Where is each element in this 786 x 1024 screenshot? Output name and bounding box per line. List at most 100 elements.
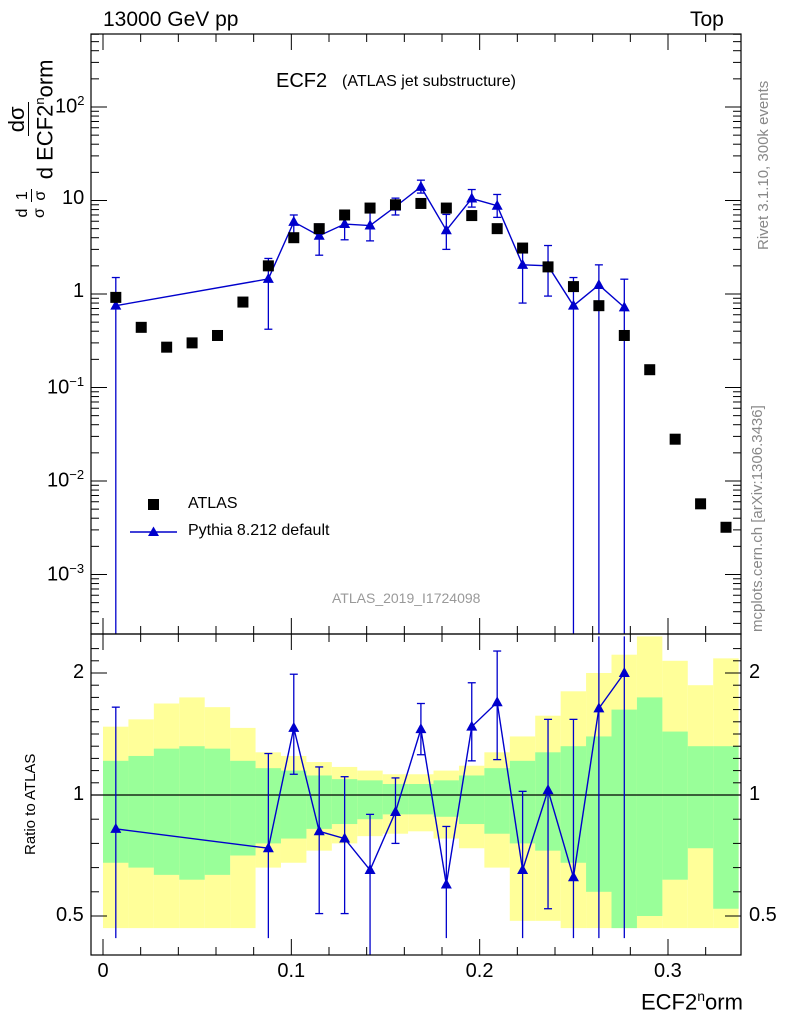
atlas-point <box>644 364 656 376</box>
main-y-tick-label: 10−2 <box>47 467 84 493</box>
legend-label-atlas: ATLAS <box>188 495 238 512</box>
ratio-y-tick-label-right: 0.5 <box>749 904 777 926</box>
main-y-tick-base: 10 <box>47 563 70 586</box>
energy-label: 13000 GeV pp <box>103 8 239 31</box>
ratio-point <box>618 667 630 677</box>
atlas-point <box>212 329 224 341</box>
ratio-point <box>313 825 325 836</box>
band-inner-bin <box>280 770 307 839</box>
atlas-point <box>389 199 401 211</box>
atlas-point <box>364 202 376 214</box>
ratio-point <box>288 721 300 732</box>
main-y-tick-base: 1 <box>73 280 85 302</box>
main-y-tick-label: 1 <box>73 280 84 303</box>
main-y-tick-base: 10 <box>62 186 85 209</box>
atlas-point <box>135 321 147 333</box>
atlas-point <box>237 296 249 308</box>
ratio-point <box>567 871 579 882</box>
ratio-point <box>339 832 351 843</box>
band-inner-bin <box>662 731 688 880</box>
band-inner-bin <box>230 760 256 856</box>
main-y-tick-base: 10 <box>47 469 70 492</box>
band-inner-bin <box>204 748 231 875</box>
side-label-mcplots: mcplots.cern.ch [arXiv:1306.3436] <box>749 405 766 632</box>
ratio-series-group <box>110 636 630 955</box>
analysis-id: ATLAS_2019_I1724098 <box>332 590 481 606</box>
atlas-point <box>567 281 579 293</box>
plot-subtitle: (ATLAS jet substructure) <box>342 73 516 90</box>
band-inner-bin <box>357 780 383 820</box>
main-y-tick-label: 102 <box>55 93 84 119</box>
pythia-point <box>288 215 300 226</box>
atlas-point <box>695 498 707 510</box>
ratio-point <box>262 842 274 853</box>
ratio-point <box>415 723 427 734</box>
atlas-point <box>491 223 503 235</box>
band-inner-bin <box>153 748 180 875</box>
ratio-y-tick-label-right: 2 <box>749 661 761 683</box>
main-y-axis-title: d σ 1 σ dσ d ECF2norm <box>4 59 58 219</box>
ratio-y-tick-label-right: 1 <box>749 783 761 805</box>
band-inner-bin <box>179 746 205 880</box>
x-tick-label: 0.1 <box>277 960 306 982</box>
pythia-point <box>262 272 274 283</box>
main-y-tick-exp: −3 <box>69 560 85 576</box>
atlas-point <box>313 223 325 235</box>
side-label-rivet: Rivet 3.1.10, 300k events <box>755 80 772 250</box>
pythia-point <box>466 192 478 203</box>
pythia-point <box>313 229 325 240</box>
band-inner-bin <box>408 784 434 815</box>
pythia-line <box>115 185 625 308</box>
legend-pythia-marker <box>148 526 159 536</box>
legend <box>130 499 177 536</box>
main-y-tick-label: 10−1 <box>47 374 84 400</box>
x-tick-label: 0.3 <box>654 960 682 982</box>
main-y-tick-base: 10 <box>47 376 70 399</box>
atlas-point <box>262 260 274 272</box>
ratio-point <box>491 696 503 707</box>
x-tick-label: 0 <box>97 960 109 982</box>
band-inner-bin <box>713 746 739 909</box>
atlas-point <box>339 209 351 221</box>
pythia-point <box>491 199 503 210</box>
main-series-group <box>110 179 732 634</box>
ratio-y-axis-title: Ratio to ATLAS <box>22 753 39 855</box>
atlas-point <box>415 197 427 209</box>
ratio-y-tick-label: 1 <box>73 783 85 805</box>
atlas-point <box>440 202 452 214</box>
legend-atlas-marker <box>148 499 159 510</box>
main-y-tick-exp: −1 <box>69 373 85 389</box>
main-y-tick-exp: −2 <box>69 467 85 482</box>
pythia-point <box>440 224 452 235</box>
ratio-y-tick-label: 2 <box>73 661 85 683</box>
ratio-point <box>593 702 605 713</box>
pythia-point <box>110 299 122 310</box>
atlas-point <box>593 300 605 312</box>
ratio-point <box>440 878 452 889</box>
x-tick-label: 0.2 <box>465 960 494 982</box>
main-plot-frame <box>90 33 742 635</box>
atlas-point <box>288 232 300 244</box>
ratio-point <box>517 864 529 875</box>
ratio-point <box>110 822 122 833</box>
pythia-point <box>567 299 579 310</box>
band-inner-bin <box>484 768 510 834</box>
legend-label-pythia: Pythia 8.212 default <box>188 522 330 539</box>
atlas-point <box>720 521 732 533</box>
atlas-point <box>186 337 198 349</box>
ratio-point <box>389 805 401 816</box>
band-inner-bin <box>636 697 663 916</box>
pythia-point <box>618 301 630 312</box>
ratio-point <box>466 720 478 731</box>
ratio-point <box>364 864 376 875</box>
process-label: Top <box>690 8 724 31</box>
band-inner-bin <box>128 755 154 868</box>
pythia-point <box>415 180 427 191</box>
ratio-line <box>115 672 625 885</box>
pythia-point <box>593 278 605 289</box>
atlas-point <box>161 341 173 353</box>
main-y-tick-base: 10 <box>55 95 78 118</box>
x-axis-title: ECF2norm <box>641 988 743 1015</box>
band-inner-bin <box>687 746 714 849</box>
